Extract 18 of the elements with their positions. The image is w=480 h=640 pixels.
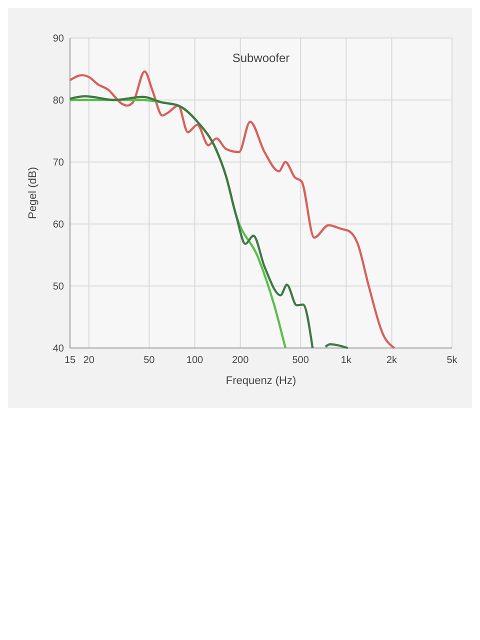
x-tick-label: 2k	[386, 355, 398, 366]
x-tick-label: 100	[186, 355, 204, 366]
text: Subwoofer	[232, 51, 290, 65]
y-tick-label: 90	[52, 34, 64, 44]
x-tick-label: 5k	[446, 355, 458, 366]
y-tick-label: 60	[52, 220, 64, 230]
x-tick-label: 20	[83, 355, 95, 366]
x-tick-label: 200	[232, 355, 250, 366]
x-axis-title: Frequenz (Hz)	[226, 375, 296, 387]
y-axis-title: Pegel (dB)	[27, 167, 39, 219]
y-tick-label: 50	[52, 282, 64, 292]
x-tick-label: 15	[64, 355, 76, 366]
y-tick-label: 80	[52, 96, 64, 106]
x-tick-label: 1k	[340, 355, 352, 366]
x-tick-label: 50	[144, 355, 156, 366]
y-tick-label: 70	[52, 158, 64, 168]
x-tick-label: 500	[292, 355, 310, 366]
y-tick-label: 40	[52, 344, 64, 354]
